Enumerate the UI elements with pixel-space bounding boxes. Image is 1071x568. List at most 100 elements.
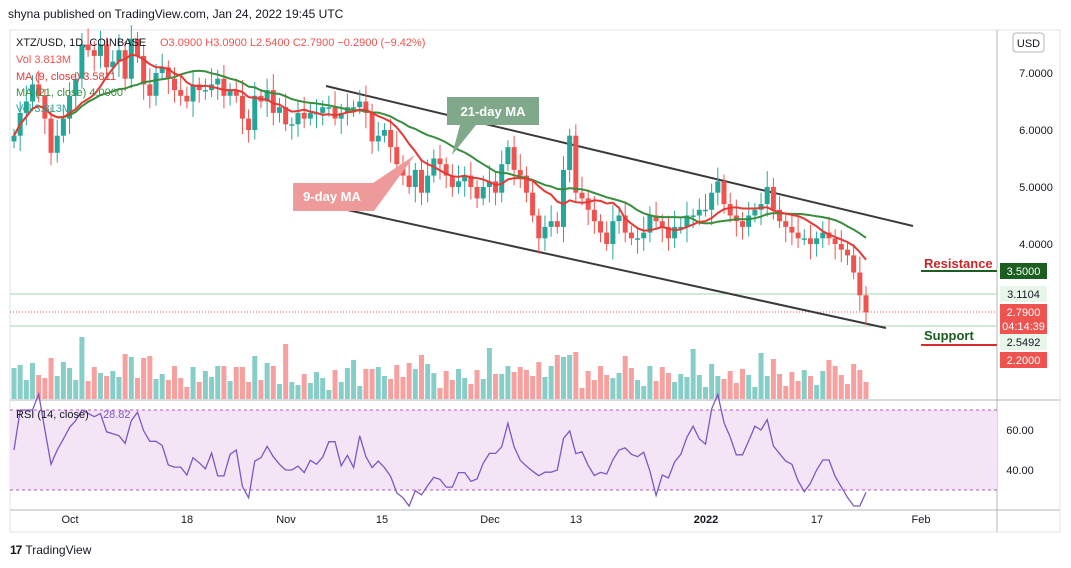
candle [863, 286, 869, 325]
candle [116, 34, 122, 77]
rsi-band [10, 410, 997, 490]
candle [11, 128, 17, 149]
volume-bar [239, 367, 245, 399]
volume-bar [375, 367, 381, 399]
volume-bar [826, 360, 832, 399]
volume-bar [406, 363, 412, 399]
legend-symbol: XTZ/USD, 1D, COINBASE [16, 37, 146, 49]
svg-text:3.5000: 3.5000 [1007, 266, 1041, 278]
time-tick-label: 2022 [694, 514, 718, 526]
candle [536, 208, 542, 254]
volume-bar [863, 382, 869, 399]
volume-bar [425, 364, 431, 399]
candle [499, 150, 505, 203]
candle [523, 166, 529, 203]
publisher-header: shyna published on TradingView.com, Jan … [8, 7, 344, 21]
candle [542, 215, 548, 251]
candle [23, 85, 29, 126]
candle [684, 201, 690, 243]
time-tick-label: Dec [480, 514, 500, 526]
volume-bar [468, 384, 474, 399]
volume-bar [653, 381, 659, 399]
currency-button[interactable]: USD [1012, 32, 1045, 53]
candle [832, 229, 838, 260]
volume-bar [276, 384, 282, 399]
candle [610, 205, 616, 260]
volume-bar [264, 363, 270, 399]
volume-bar [795, 381, 801, 399]
volume-bar [431, 373, 437, 399]
volume-bar [474, 370, 480, 399]
candle [696, 198, 702, 226]
legend-ma21: MA (21, close) 4.0000 [16, 87, 123, 99]
candle [48, 107, 54, 166]
volume-bar [202, 371, 208, 399]
footer-brand-label: TradingView [25, 543, 92, 557]
candle [184, 86, 190, 109]
volume-bar [215, 366, 221, 399]
candle [141, 44, 147, 100]
svg-text:2.5492: 2.5492 [1007, 337, 1041, 349]
volume-bar [777, 374, 783, 399]
candle [67, 82, 73, 134]
volume-bar [511, 372, 517, 399]
candle [456, 165, 462, 194]
candle [647, 206, 653, 243]
candle [283, 93, 289, 132]
volume-bar [326, 390, 332, 399]
candle [548, 205, 554, 237]
volume-bar [591, 380, 597, 399]
currency-button-label: USD [1017, 38, 1040, 50]
footer-brand[interactable]: 17 TradingView [10, 543, 91, 557]
time-tick-label: 15 [376, 514, 388, 526]
rsi-legend-value: 28.82 [103, 409, 131, 421]
candle [857, 256, 863, 311]
candle [104, 37, 110, 77]
candle [128, 25, 134, 89]
candle [635, 226, 641, 254]
time-tick-label: Oct [61, 514, 78, 526]
volume-bar [733, 383, 739, 399]
candle [91, 41, 97, 72]
candle [332, 91, 338, 126]
rsi-line [13, 391, 867, 508]
volume-bar [178, 378, 184, 399]
candle [202, 78, 208, 100]
price-badge: 2.5492 [1000, 334, 1047, 350]
volume-bar [715, 376, 721, 399]
candle [573, 124, 579, 203]
volume-bar [110, 371, 116, 399]
volume-bar [647, 366, 653, 399]
time-tick-label: 13 [570, 514, 582, 526]
candle [801, 229, 807, 246]
candle [295, 101, 301, 137]
price-badge: 3.5000 [1000, 263, 1047, 279]
candle [554, 212, 560, 234]
volume-bar [159, 374, 165, 399]
candle [406, 161, 412, 194]
volume-bar [517, 367, 523, 399]
volume-bar [536, 362, 542, 399]
volume-bar [857, 370, 863, 399]
candle [381, 123, 387, 143]
volume-bar [412, 369, 418, 399]
volume-bar [443, 371, 449, 399]
candle [530, 179, 536, 223]
volume-bar [184, 387, 190, 399]
volume-bar [60, 362, 66, 399]
candle [165, 60, 171, 95]
volume-bar [789, 372, 795, 399]
volume-bar [344, 368, 350, 399]
volume-bar [369, 369, 375, 399]
candle [375, 122, 381, 152]
volume-bar [54, 376, 60, 399]
volume-bar [678, 374, 684, 399]
candle [807, 224, 813, 260]
candle [79, 33, 85, 89]
volume-bar [801, 370, 807, 399]
volume-bar [567, 355, 573, 399]
volume-bar [542, 377, 548, 399]
volume-bar [709, 364, 715, 399]
candle [678, 217, 684, 234]
